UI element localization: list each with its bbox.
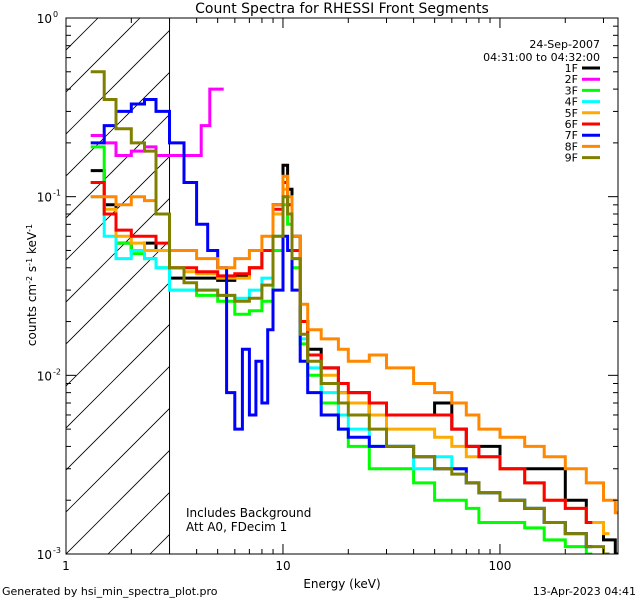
hatch-line <box>486 18 640 554</box>
hatch-line <box>402 18 640 554</box>
y-tick-label-base: 10 <box>37 548 52 562</box>
legend-label: 7F <box>565 129 578 142</box>
hatch-line <box>66 18 141 93</box>
hatch-line <box>66 18 99 51</box>
attenuator-hatch-region <box>66 18 640 554</box>
hatch-line <box>444 18 640 554</box>
hatch-line <box>66 71 170 177</box>
y-tick-label-exponent: -2 <box>53 367 61 376</box>
y-tick-label: 10 -1 <box>37 189 61 205</box>
y-tick-label-exponent: -1 <box>53 189 61 198</box>
y-tick-label-base: 10 <box>37 12 52 26</box>
legend-label: 4F <box>565 96 578 109</box>
legend-label: 5F <box>565 107 578 120</box>
plot-frame <box>65 17 619 555</box>
legend-label: 3F <box>565 84 578 97</box>
time-range-label: 04:31:00 to 04:32:00 <box>483 51 600 64</box>
hatch-line <box>66 407 170 513</box>
y-axis-label-part: -1 <box>25 258 34 266</box>
hatch-line <box>360 18 640 554</box>
series-layer <box>90 70 618 554</box>
hatch-line <box>234 18 640 554</box>
x-axis-label: Energy (keV) <box>303 577 380 591</box>
hatch-line <box>66 281 170 387</box>
hatch-line <box>107 491 170 554</box>
y-axis-label-part: -1 <box>25 224 34 232</box>
legend-label: 2F <box>565 73 578 86</box>
x-tick-label: 100 <box>488 559 511 573</box>
legend-label: 6F <box>565 118 578 131</box>
footer-generated-by: Generated by hsi_min_spectra_plot.pro <box>2 585 218 598</box>
hatch-line <box>528 18 640 554</box>
legend-label: 1F <box>565 62 578 75</box>
hatch-line <box>318 18 640 554</box>
series-line-8f <box>90 174 618 515</box>
x-tick-label: 10 <box>275 559 290 573</box>
hatch-line <box>66 323 170 429</box>
hatch-line <box>66 197 170 303</box>
y-tick-label-base: 10 <box>37 191 52 205</box>
y-tick-label: 10 -2 <box>37 367 61 383</box>
y-tick-label-exponent: 0 <box>53 10 58 19</box>
hatch-line <box>66 449 170 554</box>
hatch-line <box>570 18 640 554</box>
hatch-line <box>66 29 170 135</box>
hatch-line <box>66 239 170 345</box>
footer-timestamp: 13-Apr-2023 04:41 <box>533 585 636 598</box>
legend-label: 8F <box>565 140 578 153</box>
y-axis-label-part: s <box>25 266 39 276</box>
y-axis-label: counts cm-2 s-1 keV-1 <box>25 224 40 346</box>
y-axis-label-part: counts cm <box>25 284 39 346</box>
hatch-line <box>66 365 170 471</box>
y-axis-label-part: keV <box>25 231 39 258</box>
chart-title: Count Spectra for RHESSI Front Segments <box>195 1 489 17</box>
y-axis-label-part: -2 <box>25 276 34 284</box>
series-line-6f <box>90 181 593 524</box>
axes <box>65 17 619 555</box>
y-tick-label-base: 10 <box>37 369 52 383</box>
y-tick-label: 10 -3 <box>37 546 61 562</box>
series-line-9f <box>90 70 610 554</box>
date-label: 24-Sep-2007 <box>529 38 600 51</box>
y-tick-label-exponent: -3 <box>53 546 61 555</box>
annotation-background: Includes Background <box>186 506 311 520</box>
series-line-7f <box>90 98 593 549</box>
legend-label: 9F <box>565 152 578 165</box>
annotation-attenuator: Att A0, FDecim 1 <box>186 520 287 534</box>
x-tick-label: 1 <box>62 559 70 573</box>
y-tick-label: 10 0 <box>37 10 58 26</box>
hatch-line <box>612 18 640 554</box>
